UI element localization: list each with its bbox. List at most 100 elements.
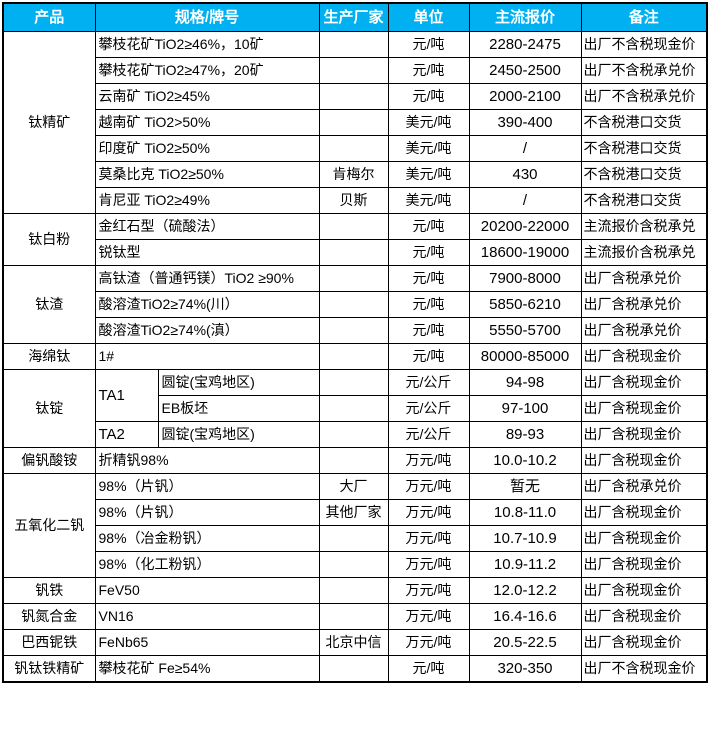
maker-cell xyxy=(318,31,389,58)
maker-cell xyxy=(318,447,389,474)
unit-cell: 万元/吨 xyxy=(387,577,470,604)
table-row: 钛白粉 金红石型（硫酸法） 元/吨 20200-22000 主流报价含税承兑 xyxy=(2,213,708,266)
note-cell: 出厂含税现金价 xyxy=(580,577,708,604)
unit-cell: 万元/吨 xyxy=(387,473,470,500)
table-row: 肯尼亚 TiO2≥49% 贝斯 美元/吨 / 不含税港口交货 xyxy=(3,187,708,214)
note-cell: 出厂含税承兑价 xyxy=(580,265,708,292)
spec-cell: 98%（化工粉钒） xyxy=(94,551,320,578)
unit-cell: 元/公斤 xyxy=(387,369,470,396)
note-cell: 不含税港口交货 xyxy=(580,109,708,136)
table-row: 98%（冶金粉钒） 万元/吨 10.7-10.9 出厂含税现金价 xyxy=(3,525,708,552)
product-cell: 钛白粉 xyxy=(2,213,96,266)
unit-cell: 元/吨 xyxy=(387,83,470,110)
spec-cell: 莫桑比克 TiO2≥50% xyxy=(94,161,320,188)
col-header-spec: 规格/牌号 xyxy=(94,2,320,32)
price-cell: 16.4-16.6 xyxy=(468,603,582,630)
price-cell: 320-350 xyxy=(468,655,582,683)
price-cell: 20.5-22.5 xyxy=(468,629,582,656)
price-cell: 2450-2500 xyxy=(468,57,582,84)
price-cell: 5850-6210 xyxy=(468,291,582,318)
product-cell: 偏钒酸铵 xyxy=(2,447,96,474)
spec-cell: 圆锭(宝鸡地区) xyxy=(157,421,320,448)
unit-cell: 元/公斤 xyxy=(387,395,470,422)
price-table: 产品 规格/牌号 生产厂家 单位 主流报价 备注 钛精矿 攀枝花矿TiO2≥46… xyxy=(2,2,708,683)
unit-cell: 万元/吨 xyxy=(387,447,470,474)
spec-cell: 1# xyxy=(94,343,320,370)
price-cell: 暂无 xyxy=(468,473,582,500)
maker-cell xyxy=(318,421,389,448)
table-row: 莫桑比克 TiO2≥50% 肯梅尔 美元/吨 430 不含税港口交货 xyxy=(3,161,708,188)
spec-cell: 锐钛型 xyxy=(94,239,320,266)
note-cell: 出厂含税现金价 xyxy=(580,603,708,630)
spec-cell: 云南矿 TiO2≥45% xyxy=(94,83,320,110)
unit-cell: 元/吨 xyxy=(387,265,470,292)
unit-cell: 美元/吨 xyxy=(387,161,470,188)
product-cell: 钛锭 xyxy=(2,369,96,448)
col-header-maker: 生产厂家 xyxy=(318,2,389,32)
unit-cell: 美元/吨 xyxy=(387,135,470,162)
price-cell: / xyxy=(468,187,582,214)
note-cell: 出厂不含税现金价 xyxy=(580,655,708,683)
spec-cell: 圆锭(宝鸡地区) xyxy=(157,369,320,396)
spec-cell: 98%（冶金粉钒） xyxy=(94,525,320,552)
note-cell: 主流报价含税承兑 xyxy=(580,213,708,240)
table-row: 巴西铌铁 FeNb65 北京中信 万元/吨 20.5-22.5 出厂含税现金价 xyxy=(2,629,708,656)
maker-cell: 肯梅尔 xyxy=(318,161,389,188)
price-cell: 97-100 xyxy=(468,395,582,422)
maker-cell xyxy=(318,109,389,136)
maker-cell xyxy=(318,655,389,683)
note-cell: 出厂不含税现金价 xyxy=(580,31,708,58)
maker-cell: 北京中信 xyxy=(318,629,389,656)
maker-cell xyxy=(318,395,389,422)
unit-cell: 美元/吨 xyxy=(387,187,470,214)
product-cell: 钒铁 xyxy=(2,577,96,604)
unit-cell: 元/公斤 xyxy=(387,421,470,448)
note-cell: 出厂不含税承兑价 xyxy=(580,57,708,84)
table-row: 攀枝花矿TiO2≥47%，20矿 元/吨 2450-2500 出厂不含税承兑价 xyxy=(3,57,708,84)
note-cell: 出厂含税现金价 xyxy=(580,551,708,578)
price-cell: 94-98 xyxy=(468,369,582,396)
spec-cell: 攀枝花矿 Fe≥54% xyxy=(94,655,320,683)
unit-cell: 元/吨 xyxy=(387,317,470,344)
note-cell: 出厂含税承兑价 xyxy=(580,317,708,344)
price-cell: 80000-85000 xyxy=(468,343,582,370)
spec-cell: 肯尼亚 TiO2≥49% xyxy=(94,187,320,214)
price-cell: / xyxy=(468,135,582,162)
unit-cell: 元/吨 xyxy=(387,291,470,318)
grade-cell: TA2 xyxy=(94,421,159,448)
price-cell: 390-400 xyxy=(468,109,582,136)
table-row: 海绵钛 1# 元/吨 80000-85000 出厂含税现金价 xyxy=(2,343,708,370)
note-cell: 出厂含税现金价 xyxy=(580,447,708,474)
spec-cell: FeV50 xyxy=(94,577,320,604)
note-cell: 出厂含税现金价 xyxy=(580,525,708,552)
note-cell: 出厂含税现金价 xyxy=(580,343,708,370)
table-row: TA2 圆锭(宝鸡地区) 元/公斤 89-93 出厂含税现金价 xyxy=(3,421,708,448)
spec-cell: FeNb65 xyxy=(94,629,320,656)
table-row: 偏钒酸铵 折精钒98% 万元/吨 10.0-10.2 出厂含税现金价 xyxy=(2,447,708,474)
table-row: 酸溶渣TiO2≥74%(川） 元/吨 5850-6210 出厂含税承兑价 xyxy=(3,291,708,318)
unit-cell: 元/吨 xyxy=(387,213,470,240)
maker-cell: 大厂 xyxy=(318,473,389,500)
price-cell: 20200-22000 xyxy=(468,213,582,240)
note-cell: 出厂不含税承兑价 xyxy=(580,83,708,110)
spec-cell: 酸溶渣TiO2≥74%(川） xyxy=(94,291,320,318)
maker-cell xyxy=(318,291,389,318)
table-row: 锐钛型 元/吨 18600-19000 主流报价含税承兑 xyxy=(3,239,708,266)
maker-cell xyxy=(318,603,389,630)
unit-cell: 万元/吨 xyxy=(387,603,470,630)
note-cell: 出厂含税现金价 xyxy=(580,395,708,422)
price-cell: 430 xyxy=(468,161,582,188)
unit-cell: 元/吨 xyxy=(387,31,470,58)
product-cell: 钒钛铁精矿 xyxy=(2,655,96,683)
table-row: 98%（片钒） 其他厂家 万元/吨 10.8-11.0 出厂含税现金价 xyxy=(3,499,708,526)
maker-cell xyxy=(318,265,389,292)
price-cell: 5550-5700 xyxy=(468,317,582,344)
product-cell: 钛渣 xyxy=(2,265,96,344)
spec-cell: 越南矿 TiO2>50% xyxy=(94,109,320,136)
maker-cell xyxy=(318,317,389,344)
spec-cell: 印度矿 TiO2≥50% xyxy=(94,135,320,162)
spec-cell: 酸溶渣TiO2≥74%(滇） xyxy=(94,317,320,344)
table-row: 越南矿 TiO2>50% 美元/吨 390-400 不含税港口交货 xyxy=(3,109,708,136)
maker-cell xyxy=(318,239,389,266)
table-row: 钛渣 高钛渣（普通钙镁）TiO2 ≥90% 元/吨 7900-8000 出厂含税… xyxy=(2,265,708,344)
